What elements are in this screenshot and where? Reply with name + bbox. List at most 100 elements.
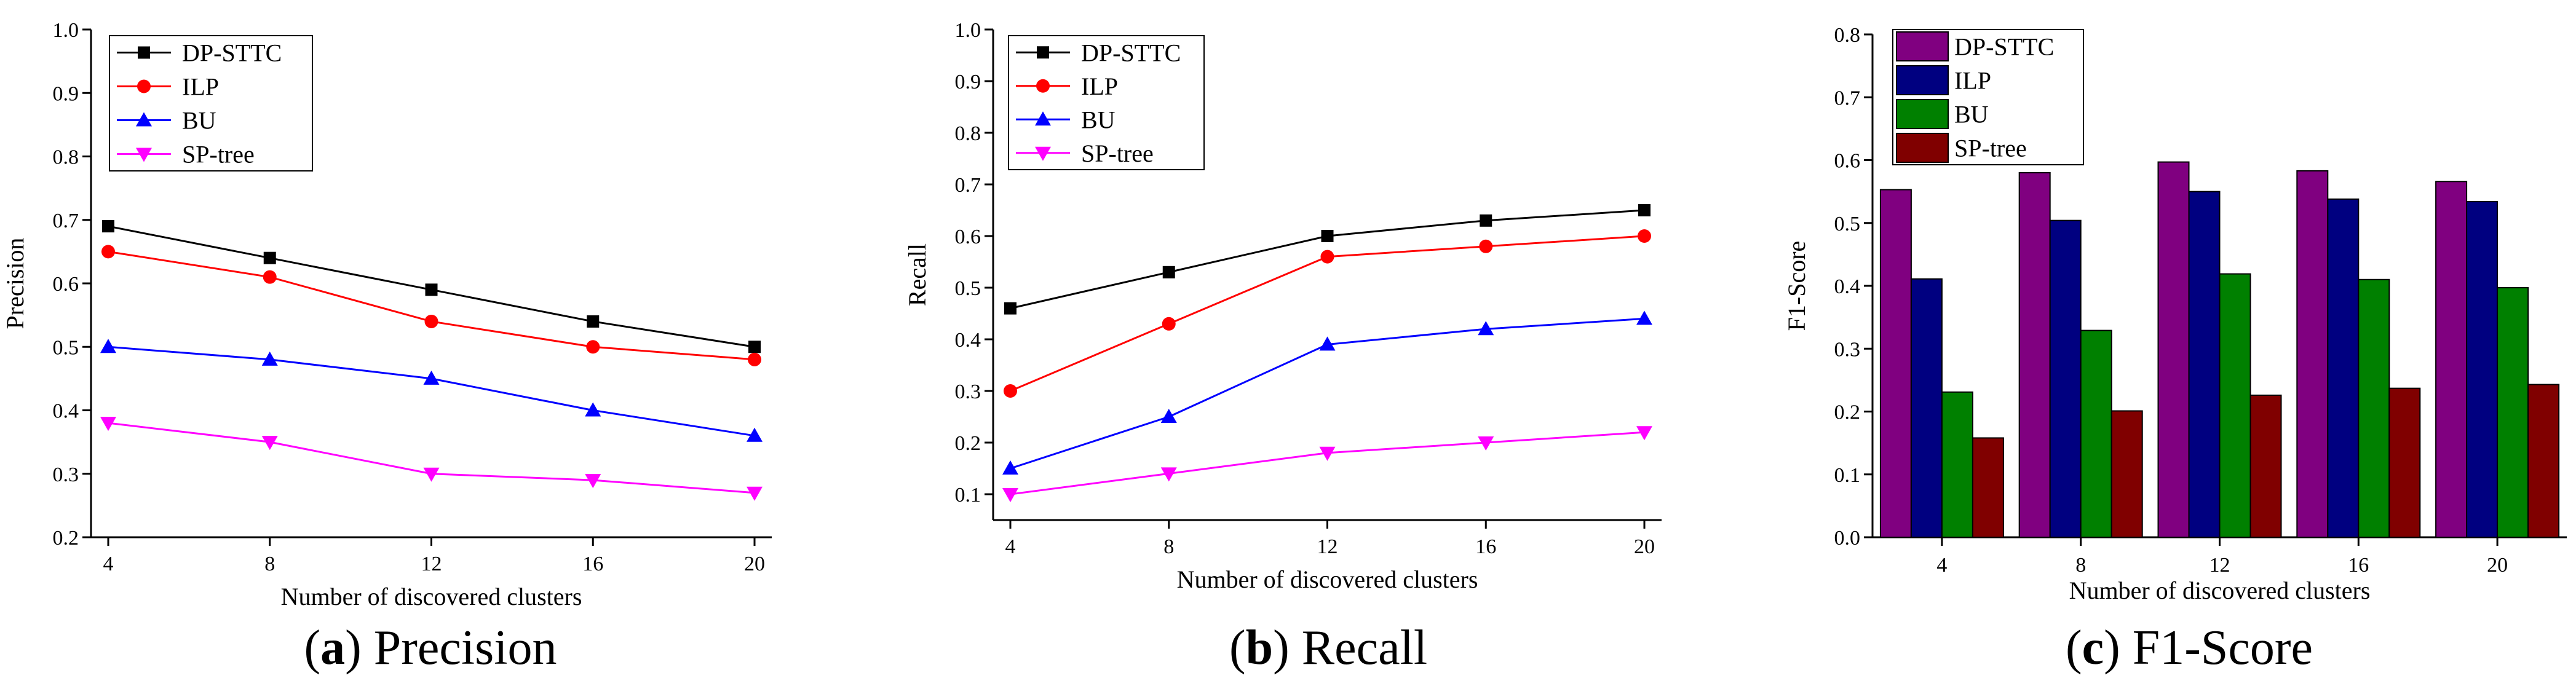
legend-marker [1035, 111, 1051, 126]
y-tick-label: 1.0 [53, 19, 79, 42]
legend-label: BU [1954, 101, 1989, 128]
y-tick-label: 0.7 [1834, 87, 1861, 109]
legend-marker [1037, 46, 1049, 59]
caption-text: Recall [1302, 621, 1427, 675]
legend-marker [138, 46, 150, 59]
data-point [586, 340, 600, 354]
legend-label: DP-STTC [1954, 33, 2054, 61]
x-axis-label: Number of discovered clusters [1177, 566, 1478, 593]
y-tick-label: 0.4 [53, 400, 79, 423]
caption-paren-open: ( [304, 621, 320, 675]
legend-swatch [1896, 31, 1949, 61]
data-point [261, 351, 278, 366]
bar [1972, 437, 2004, 538]
legend-label: DP-STTC [182, 39, 282, 67]
legend-marker [136, 112, 152, 127]
caption-letter: c [2082, 621, 2104, 675]
bar [2018, 172, 2051, 538]
data-point [102, 220, 114, 233]
data-point [585, 402, 601, 417]
data-point [424, 314, 438, 328]
y-tick-label: 0.8 [955, 122, 981, 145]
y-tick-label: 0.5 [1834, 213, 1861, 235]
y-tick-label: 0.4 [1834, 275, 1861, 298]
data-point [585, 474, 601, 489]
data-point [261, 436, 278, 451]
x-tick-label: 4 [103, 553, 114, 575]
legend-swatch [1896, 133, 1949, 163]
bar [2466, 200, 2499, 538]
x-tick-label: 20 [744, 553, 765, 575]
data-point [1162, 317, 1176, 331]
x-tick-label: 12 [2209, 554, 2230, 577]
y-tick-label: 1.0 [955, 19, 981, 42]
legend-label: BU [182, 107, 216, 135]
legend-label: DP-STTC [1081, 39, 1181, 66]
y-axis-label: F1-Score [1783, 241, 1810, 331]
data-point [1162, 266, 1175, 278]
legend-label: ILP [1954, 67, 1991, 95]
y-tick-label: 0.5 [955, 277, 981, 300]
bar [2296, 170, 2329, 538]
bar [2110, 410, 2143, 538]
data-point [1479, 239, 1493, 253]
x-tick-label: 20 [1634, 535, 1655, 558]
data-point [1002, 488, 1018, 502]
caption-text: F1-Score [2133, 621, 2313, 675]
legend-label: SP-tree [1954, 135, 2027, 162]
bar [2497, 287, 2529, 538]
legend-label: SP-tree [182, 141, 255, 168]
bar [2080, 329, 2112, 538]
caption-paren-close: ) [2104, 621, 2133, 675]
data-point [1319, 336, 1336, 351]
legend-label: ILP [182, 73, 219, 101]
caption-letter: b [1246, 621, 1274, 675]
y-tick-label: 0.3 [1834, 338, 1861, 361]
data-point [1638, 204, 1651, 216]
y-tick-label: 0.6 [1834, 150, 1861, 173]
legend-swatch [1896, 65, 1949, 95]
panel-caption: (b) Recall [1229, 621, 1427, 675]
x-tick-label: 12 [421, 553, 442, 575]
data-point [101, 245, 115, 259]
x-tick-label: 4 [1005, 535, 1016, 558]
bar [2049, 219, 2082, 538]
data-point [1004, 302, 1017, 315]
data-point [748, 352, 761, 366]
y-tick-label: 0.9 [53, 82, 79, 105]
data-point [747, 486, 763, 501]
y-tick-label: 0.1 [955, 484, 981, 507]
series-line-ilp [108, 250, 755, 361]
data-point [1160, 467, 1177, 482]
series-line-sp-tree [108, 422, 755, 494]
data-point [263, 251, 276, 264]
data-point [423, 370, 440, 385]
data-point [425, 283, 438, 296]
y-axis-label: Precision [1, 238, 29, 329]
series-line-bu [108, 345, 755, 437]
legend-marker [136, 148, 152, 162]
data-point [1636, 426, 1652, 441]
data-point [1319, 446, 1336, 461]
caption-paren-open: ( [1229, 621, 1246, 675]
x-tick-label: 16 [1475, 535, 1496, 558]
y-tick-label: 0.7 [53, 210, 79, 232]
y-tick-label: 0.7 [955, 174, 981, 197]
legend-label: BU [1081, 106, 1116, 133]
x-axis-label: Number of discovered clusters [281, 583, 582, 610]
caption-text: Precision [374, 621, 557, 675]
caption-paren-close: ) [345, 621, 374, 675]
data-point [423, 467, 440, 482]
legend-swatch [1896, 99, 1949, 129]
y-tick-label: 0.6 [53, 273, 79, 296]
bar [1910, 278, 1943, 538]
y-tick-label: 0.8 [53, 146, 79, 169]
x-tick-label: 8 [2075, 554, 2086, 577]
data-point [1478, 436, 1494, 451]
caption-paren-open: ( [2066, 621, 2082, 675]
panel-caption: (a) Precision [304, 621, 557, 675]
data-point [1004, 384, 1017, 398]
data-point [1002, 460, 1018, 475]
